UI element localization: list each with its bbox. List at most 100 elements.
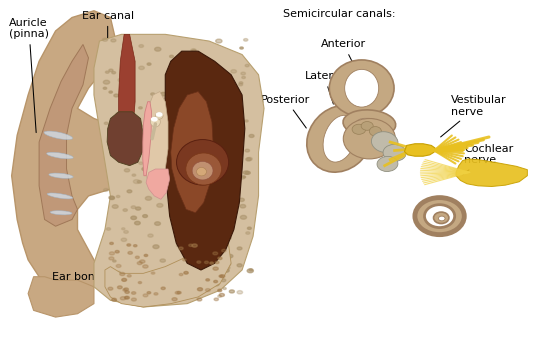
Text: Anterior: Anterior [321,40,366,67]
Circle shape [109,286,116,290]
Circle shape [166,112,170,115]
Circle shape [172,298,177,301]
Circle shape [123,289,127,291]
Circle shape [202,176,206,179]
Circle shape [249,269,252,271]
Circle shape [206,127,212,131]
Circle shape [148,177,153,180]
Circle shape [128,59,135,64]
Ellipse shape [177,140,229,185]
Circle shape [147,171,152,174]
Circle shape [120,272,125,275]
Circle shape [221,162,225,165]
Circle shape [116,113,121,116]
PathPatch shape [39,45,89,226]
Circle shape [128,293,131,296]
Circle shape [109,91,112,93]
Circle shape [192,244,197,247]
Circle shape [136,148,140,150]
Circle shape [125,296,129,299]
Circle shape [178,268,182,270]
Circle shape [124,169,130,172]
Ellipse shape [433,212,449,223]
Circle shape [214,281,217,283]
Ellipse shape [47,152,73,159]
Circle shape [214,298,218,300]
Circle shape [237,247,242,250]
Circle shape [217,71,222,74]
Text: Ear canal: Ear canal [81,11,134,75]
Circle shape [207,247,211,250]
Circle shape [120,297,126,300]
Circle shape [122,279,126,281]
Circle shape [194,229,199,232]
Circle shape [124,296,128,299]
Circle shape [122,228,125,230]
Ellipse shape [343,119,395,159]
Circle shape [128,251,133,254]
Circle shape [190,258,195,261]
Circle shape [249,135,254,138]
Circle shape [123,46,128,49]
Circle shape [248,227,251,230]
Ellipse shape [361,122,373,130]
Circle shape [147,63,151,65]
Circle shape [179,273,183,276]
Ellipse shape [49,173,73,178]
Circle shape [151,121,155,124]
Circle shape [192,206,197,209]
Ellipse shape [345,69,379,107]
PathPatch shape [12,11,138,297]
Circle shape [127,190,132,193]
Circle shape [182,215,187,219]
Text: Cochlear
nerve: Cochlear nerve [463,144,514,175]
Circle shape [121,238,126,241]
Circle shape [242,76,245,78]
Circle shape [157,113,162,116]
Circle shape [178,90,184,94]
Ellipse shape [438,216,445,221]
Circle shape [189,244,192,246]
Circle shape [216,132,220,134]
Circle shape [213,267,218,270]
Circle shape [118,129,122,132]
PathPatch shape [105,236,231,307]
Circle shape [103,80,109,84]
Circle shape [118,126,123,129]
Circle shape [131,206,136,209]
Circle shape [156,170,163,174]
Circle shape [157,203,163,207]
Circle shape [205,261,208,264]
Circle shape [206,187,210,189]
Circle shape [182,178,189,182]
Circle shape [142,167,147,171]
Ellipse shape [186,153,222,185]
Circle shape [127,275,131,277]
Circle shape [144,255,148,257]
Circle shape [152,189,156,192]
Circle shape [166,143,169,145]
Ellipse shape [50,211,72,215]
Circle shape [157,102,162,105]
Circle shape [197,261,201,263]
PathPatch shape [146,169,169,199]
Circle shape [219,152,222,154]
Circle shape [247,269,254,273]
Circle shape [177,244,181,247]
Circle shape [135,221,140,225]
Circle shape [145,196,152,200]
Circle shape [223,131,229,135]
Circle shape [224,139,229,142]
Circle shape [193,214,196,217]
Circle shape [112,205,118,208]
Circle shape [198,225,203,228]
Circle shape [145,164,151,167]
Circle shape [161,92,166,96]
Circle shape [218,257,222,260]
Circle shape [103,87,107,89]
Circle shape [215,261,219,264]
Circle shape [186,213,189,215]
Ellipse shape [323,115,356,162]
Circle shape [179,142,184,146]
Circle shape [114,154,120,158]
